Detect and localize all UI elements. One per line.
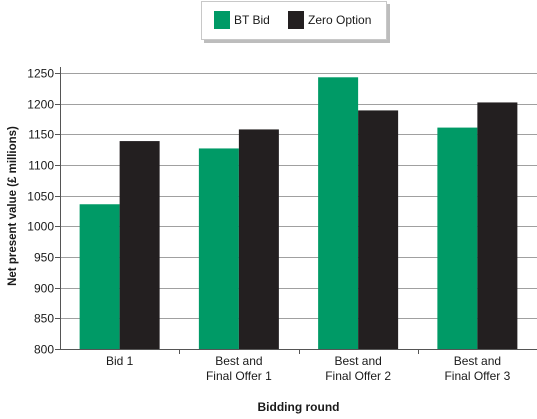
- bar-zero-option: [477, 102, 518, 349]
- y-tick-label: 1100: [28, 159, 54, 173]
- x-tick-label: Final Offer 2: [325, 369, 391, 383]
- bar-bt-bid: [318, 77, 359, 349]
- legend-item-bt-bid: BT Bid: [214, 11, 270, 29]
- x-tick-label: Best and: [454, 354, 501, 368]
- x-tick-label: Best and: [334, 354, 381, 368]
- x-tick-label: Final Offer 3: [444, 369, 510, 383]
- legend-item-zero-option: Zero Option: [288, 11, 371, 29]
- x-axis-label: Bidding round: [257, 400, 340, 414]
- bars: [79, 77, 518, 349]
- y-axis-label: Net present value (£ millions): [7, 126, 19, 286]
- legend-swatch-bt-bid: [214, 11, 230, 29]
- y-tick-labels: 800 850 900 950 1000 1050 1100 1150 1200 1250: [27, 67, 54, 357]
- y-tick-label: 900: [34, 282, 54, 296]
- axes: [55, 67, 537, 354]
- y-tick-label: 1200: [27, 98, 54, 112]
- y-tick-label: 1150: [28, 128, 54, 142]
- x-tick-label: Best and: [215, 354, 262, 368]
- bar-bt-bid: [79, 204, 120, 349]
- y-tick-label: 1050: [27, 190, 54, 204]
- bar-bt-bid: [198, 148, 239, 349]
- bar-zero-option: [358, 110, 399, 349]
- bar-zero-option: [238, 129, 279, 349]
- legend-swatch-zero-option: [288, 11, 304, 29]
- legend: BT Bid Zero Option: [201, 1, 387, 40]
- y-tick-label: 850: [34, 312, 54, 326]
- legend-label-bt-bid: BT Bid: [234, 13, 270, 27]
- legend-label-zero-option: Zero Option: [308, 13, 372, 27]
- x-tick-label: Final Offer 1: [206, 369, 272, 383]
- y-tick-label: 800: [34, 343, 54, 357]
- bar-bt-bid: [437, 127, 478, 349]
- y-tick-label: 950: [34, 251, 54, 265]
- y-tick-label: 1250: [27, 67, 54, 81]
- x-tick-label: Bid 1: [106, 354, 134, 368]
- y-tick-label: 1000: [27, 220, 54, 234]
- bar-zero-option: [119, 141, 160, 349]
